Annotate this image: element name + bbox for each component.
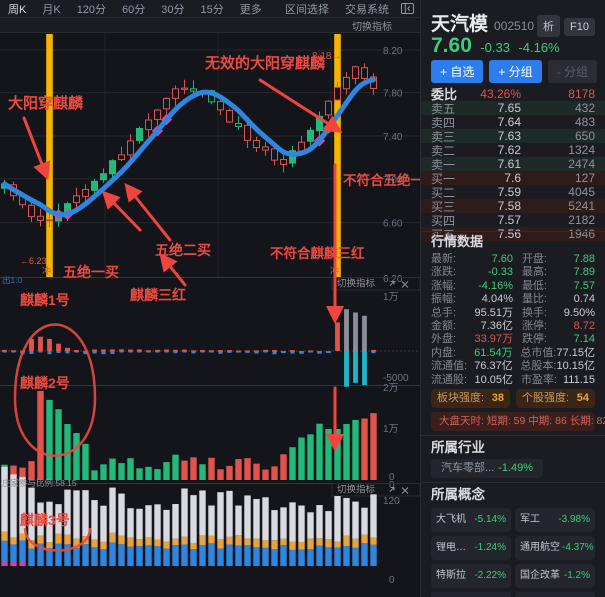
svg-text:←6.23: ←6.23 <box>20 256 47 266</box>
svg-text:1万: 1万 <box>383 292 399 303</box>
svg-text:0: 0 <box>389 575 395 586</box>
svg-text:7.00: 7.00 <box>383 175 403 186</box>
svg-text:6.20: 6.20 <box>383 274 403 285</box>
svg-text:8.18→: 8.18→ <box>312 51 341 62</box>
svg-text:8.20: 8.20 <box>383 46 403 57</box>
svg-text:6.60: 6.60 <box>383 219 403 230</box>
svg-text:切换指标: 切换指标 <box>337 278 376 290</box>
svg-text:2万: 2万 <box>383 383 399 394</box>
svg-text:冲: 冲 <box>42 265 51 276</box>
svg-text:7.40: 7.40 <box>383 132 403 143</box>
svg-text:庄家参与比例:58.15: 庄家参与比例:58.15 <box>2 478 77 488</box>
svg-text:7.80: 7.80 <box>383 89 403 100</box>
svg-text:冲: 冲 <box>330 265 339 276</box>
svg-text:120: 120 <box>383 496 400 507</box>
svg-text:出1:0: 出1:0 <box>2 275 23 285</box>
svg-text:切换指标: 切换指标 <box>337 484 376 496</box>
svg-text:1万: 1万 <box>383 424 399 435</box>
